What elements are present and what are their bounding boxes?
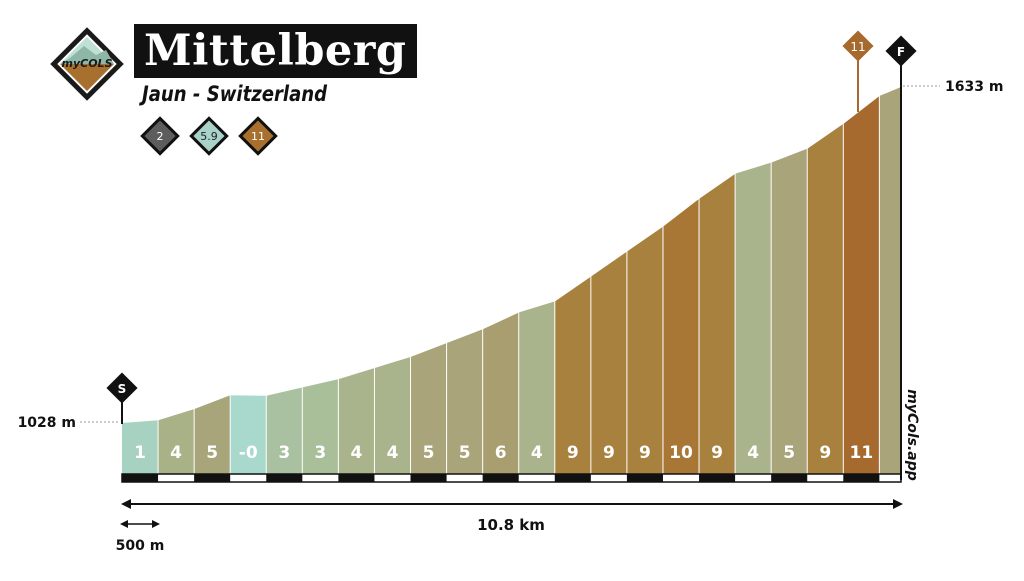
distance-arrow bbox=[121, 499, 903, 509]
scale-bar-tick bbox=[410, 474, 447, 482]
profile-segment bbox=[122, 419, 159, 474]
scale-bar-tick bbox=[338, 474, 375, 482]
grade-label: 9 bbox=[711, 443, 723, 463]
rating-badge: 11 bbox=[238, 116, 278, 156]
profile-segments bbox=[122, 86, 901, 475]
mycols-logo: myCOLS bbox=[50, 27, 124, 101]
rating-badge: 2 bbox=[140, 116, 180, 156]
scale-bar-tick bbox=[122, 474, 159, 482]
profile-segment bbox=[735, 161, 772, 474]
start-marker-label: S bbox=[118, 382, 127, 396]
grade-label: 9 bbox=[639, 443, 651, 463]
grade-label: 6 bbox=[495, 443, 507, 463]
profile-segment bbox=[518, 300, 555, 474]
climb-location: Jaun - Switzerland bbox=[142, 82, 328, 106]
distance-scale-bar bbox=[121, 473, 902, 483]
profile-segment bbox=[771, 147, 808, 474]
scale-label: 500 m bbox=[116, 538, 165, 554]
max-grade-marker: 11 bbox=[842, 30, 874, 112]
grade-label: 3 bbox=[278, 443, 290, 463]
profile-segment bbox=[446, 328, 483, 474]
climb-rating-badges: 2 5.9 11 bbox=[140, 116, 278, 156]
start-marker: S bbox=[106, 372, 138, 424]
start-elevation-label: 1028 m bbox=[18, 415, 76, 431]
profile-segment bbox=[699, 172, 736, 475]
grade-label: 9 bbox=[603, 443, 615, 463]
brand-watermark: myCols.app bbox=[902, 389, 922, 481]
profile-segment bbox=[374, 355, 411, 474]
profile-segment bbox=[338, 367, 375, 474]
profile-segment bbox=[590, 250, 627, 474]
profile-line bbox=[121, 85, 902, 423]
scale-bar-tick bbox=[194, 474, 231, 482]
grade-label: 10 bbox=[669, 443, 693, 463]
grade-label: 9 bbox=[819, 443, 831, 463]
grade-label: 5 bbox=[206, 443, 218, 463]
scale-bar-tick bbox=[699, 474, 736, 482]
rating-badge-text: 2 bbox=[157, 130, 164, 143]
scale-bar-tick bbox=[843, 474, 880, 482]
grade-labels: 1 4 5 -0 3 3 4 4 5 5 6 4 9 9 9 10 9 4 5 9 11 bbox=[134, 443, 873, 463]
rating-badge-text: 11 bbox=[251, 130, 265, 143]
profile-segment bbox=[266, 386, 303, 474]
profile-outline bbox=[121, 85, 902, 423]
profile-segment bbox=[410, 342, 447, 474]
end-elevation-label: 1633 m bbox=[945, 79, 1003, 95]
profile-segment bbox=[482, 311, 519, 474]
finish-marker-label: F bbox=[897, 45, 905, 59]
grade-label: 4 bbox=[350, 443, 362, 463]
profile-segment bbox=[158, 408, 195, 474]
grade-label: 1 bbox=[134, 443, 146, 463]
rating-badge: 5.9 bbox=[189, 116, 229, 156]
grade-label: 5 bbox=[459, 443, 471, 463]
scale-arrow bbox=[120, 520, 160, 528]
scale-bar-tick bbox=[266, 474, 303, 482]
rating-badge-text: 5.9 bbox=[200, 130, 218, 143]
brand-text: myCols.app bbox=[904, 389, 920, 481]
grade-label: 5 bbox=[783, 443, 795, 463]
grade-label: 4 bbox=[387, 443, 399, 463]
profile-segment bbox=[807, 122, 844, 475]
grade-label: -0 bbox=[239, 443, 258, 463]
grade-label: 4 bbox=[170, 443, 182, 463]
grade-label: 4 bbox=[747, 443, 759, 463]
grade-label: 9 bbox=[567, 443, 579, 463]
profile-segment bbox=[194, 394, 231, 474]
profile-segment bbox=[230, 394, 267, 474]
logo-text: myCOLS bbox=[62, 57, 113, 70]
grade-label: 11 bbox=[849, 443, 873, 463]
max-grade-label: 11 bbox=[850, 40, 865, 54]
scale-bar-tick bbox=[771, 474, 808, 482]
scale-bar-tick bbox=[626, 474, 663, 482]
profile-segment bbox=[302, 378, 339, 474]
profile-segment bbox=[554, 275, 591, 474]
profile-segment bbox=[662, 197, 700, 474]
grade-label: 5 bbox=[423, 443, 435, 463]
scale-bar-tick bbox=[554, 474, 591, 482]
climb-title: Mittelberg bbox=[144, 25, 407, 76]
profile-segment bbox=[626, 225, 663, 474]
grade-label: 4 bbox=[531, 443, 543, 463]
total-distance-label: 10.8 km bbox=[477, 516, 545, 534]
title-box: Mittelberg bbox=[134, 24, 417, 78]
profile-segment bbox=[879, 86, 901, 474]
grade-label: 3 bbox=[314, 443, 326, 463]
profile-segment bbox=[843, 94, 880, 474]
scale-bar-tick bbox=[482, 474, 519, 482]
